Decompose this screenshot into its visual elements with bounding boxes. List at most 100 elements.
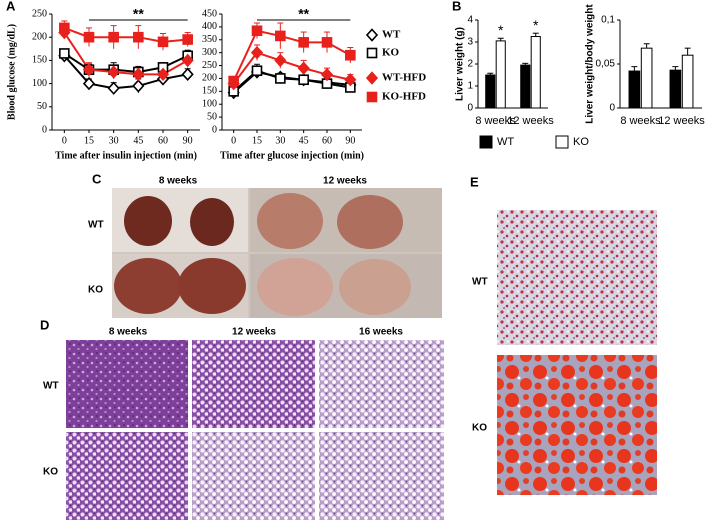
liver: [190, 198, 234, 246]
marker: [345, 49, 356, 61]
bar: [520, 64, 531, 109]
x-tick-label: 15: [252, 135, 262, 146]
micrograph: [319, 340, 444, 428]
y-axis-label: Liver weight/body weight: [585, 4, 596, 124]
x-tick-label: 90: [345, 135, 355, 146]
marker: [181, 53, 194, 68]
x-axis-label: Time after insulin injection (min): [55, 150, 197, 161]
x-tick-label: 90: [183, 135, 193, 146]
micrograph: [319, 432, 444, 520]
y-tick-label: 0: [609, 103, 615, 114]
row-label: WT: [88, 220, 104, 231]
panel-label: E: [470, 174, 479, 189]
x-tick-label: 45: [299, 135, 309, 146]
y-tick-label: 100: [32, 78, 47, 89]
y-axis-label: Liver weight (g): [455, 27, 466, 101]
liver: [339, 259, 411, 315]
y-tick-label: 250: [32, 8, 47, 19]
x-tick-label: 8 weeks: [620, 115, 661, 127]
y-tick-label: 150: [32, 55, 47, 66]
column-header: 16 weeks: [359, 327, 403, 338]
x-tick-label: 8 weeks: [475, 115, 516, 127]
x-tick-label: 45: [133, 135, 143, 146]
histology-he: 8 weeks 12 weeks 16 weeks WT KO: [43, 327, 444, 520]
micrograph: [66, 432, 188, 520]
marker: [251, 65, 263, 77]
legend-label: WT-HFD: [382, 72, 426, 84]
bar: [640, 47, 653, 109]
column-header: 12 weeks: [323, 176, 367, 187]
legend-label: KO: [382, 47, 400, 59]
marker: [107, 65, 120, 79]
liver: [257, 193, 323, 249]
row-label: WT: [43, 381, 59, 392]
marker: [251, 25, 263, 37]
marker: [366, 47, 378, 59]
marker: [298, 74, 309, 86]
y-tick-label: 50: [37, 101, 47, 112]
marker: [344, 73, 357, 87]
marker: [82, 62, 96, 77]
y-tick-label: 4: [467, 15, 473, 26]
micrograph: [192, 340, 315, 428]
marker: [156, 67, 170, 82]
legend-swatch: [479, 135, 493, 149]
panel-label: C: [92, 171, 102, 186]
x-tick-label: 0: [62, 135, 67, 146]
series-line: [63, 32, 189, 76]
significance-label: *: [533, 17, 539, 33]
marker: [132, 67, 145, 82]
marker: [365, 28, 379, 42]
y-tick-label: 0,05: [596, 59, 616, 70]
row-label: KO: [88, 285, 103, 296]
y-tick-label: 1: [467, 81, 473, 92]
marker: [298, 37, 309, 48]
significance-label: *: [498, 22, 504, 38]
y-tick-label: 300: [202, 47, 217, 58]
x-tick-label: 30: [109, 135, 119, 146]
y-tick-label: 100: [202, 99, 217, 110]
significance-label: **: [298, 6, 309, 22]
series-line: [63, 26, 188, 43]
histology-oil-red: WT KO: [472, 210, 657, 495]
liver: [257, 258, 333, 316]
marker: [59, 22, 70, 34]
liver: [337, 195, 403, 249]
marker: [275, 30, 286, 42]
y-tick-label: 50: [207, 111, 217, 122]
panel-label: D: [40, 317, 49, 332]
marker: [320, 67, 334, 82]
legend-label: WT: [382, 29, 401, 41]
marker: [366, 91, 378, 103]
liver: [114, 258, 182, 314]
x-tick-label: 60: [158, 135, 168, 146]
marker: [365, 71, 379, 85]
marker: [297, 61, 310, 75]
row-label: KO: [43, 467, 58, 478]
marker: [83, 31, 95, 43]
marker: [181, 67, 194, 82]
panel-label: B: [452, 0, 461, 13]
liver: [178, 258, 246, 314]
y-tick-label: 250: [202, 60, 217, 71]
x-tick-label: 60: [322, 135, 332, 146]
significance-label: **: [133, 6, 144, 22]
y-tick-label: 0: [467, 103, 473, 114]
legend-label: KO: [573, 136, 589, 148]
bar: [530, 36, 541, 109]
marker: [108, 31, 119, 43]
column-header: 8 weeks: [159, 176, 198, 187]
marker: [228, 75, 239, 87]
micrograph: [66, 340, 188, 428]
x-tick-label: 12 weeks: [658, 115, 705, 127]
micrograph: [497, 355, 657, 495]
liver: [124, 196, 172, 246]
bar: [495, 40, 506, 109]
y-axis-label: Blood glucose (mg/dL): [6, 24, 17, 120]
marker: [132, 79, 145, 93]
y-tick-label: 0: [42, 124, 47, 135]
marker: [275, 73, 286, 84]
x-axis-label: Time after glucose injection (min): [220, 150, 364, 161]
